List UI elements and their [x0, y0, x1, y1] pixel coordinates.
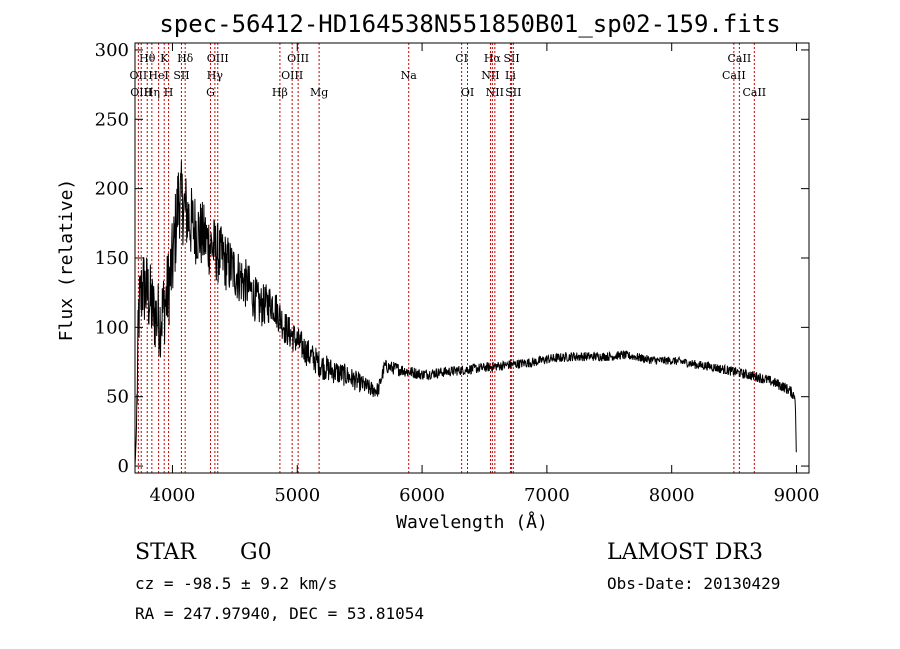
y-axis: 0 50 100 150 200 250 300	[95, 40, 809, 477]
spectral-line-label: OIII	[287, 52, 309, 65]
spectral-line-label: OII	[130, 69, 148, 82]
spectral-line-label: OIII	[130, 86, 152, 99]
spectral-line-label: Na	[401, 69, 418, 82]
y-tick-label: 150	[95, 248, 129, 269]
spectral-line-label: HeI	[148, 69, 168, 82]
y-tick-label: 200	[95, 179, 129, 200]
survey-label: LAMOST DR3	[607, 540, 763, 565]
y-tick-label: 50	[106, 387, 129, 408]
y-tick-label: 250	[95, 109, 129, 130]
spectral-line-label: G	[206, 86, 215, 99]
spectral-line-label: Li	[505, 69, 516, 82]
y-tick-label: 300	[95, 40, 129, 61]
spectral-line-label: Hα	[484, 52, 502, 65]
spectral-line-label: CaII	[722, 69, 746, 82]
y-tick-label: 100	[95, 317, 129, 338]
spectral-line-label: CI	[455, 52, 468, 65]
x-tick-label: 4000	[150, 485, 196, 506]
spectral-line-label: SII	[505, 86, 521, 99]
spectral-line-label: OIII	[207, 52, 229, 65]
spectral-line-label: H	[164, 86, 174, 99]
spectrum-line	[134, 160, 797, 467]
spectral-line-label: Hη	[144, 86, 160, 99]
star-type: STAR	[135, 540, 196, 565]
x-tick-label: 5000	[274, 485, 320, 506]
x-tick-label: 6000	[399, 485, 445, 506]
spectral-line-label: Hδ	[177, 52, 194, 65]
spectral-line-label: NII	[481, 69, 499, 82]
x-axis: 4000 5000 6000 7000 8000 9000	[150, 43, 820, 506]
y-axis-label: Flux (relative)	[56, 179, 77, 342]
spectral-line-label: CaII	[728, 52, 752, 65]
spectral-line-label: Hγ	[207, 69, 224, 82]
x-tick-label: 9000	[774, 485, 820, 506]
spectral-line-label: OI	[461, 86, 474, 99]
x-tick-label: 8000	[649, 485, 695, 506]
spectral-line-label: SII	[173, 69, 189, 82]
spectral-line-label: Mg	[310, 86, 328, 99]
spectral-line-label: NII	[486, 86, 504, 99]
y-tick-label: 0	[118, 456, 129, 477]
chart-title: spec-56412-HD164538N551850B01_sp02-159.f…	[159, 10, 780, 38]
spectral-line-label: OIII	[281, 69, 303, 82]
spectral-line-label: Hβ	[272, 86, 288, 99]
spectral-line-label: K	[160, 52, 169, 65]
spectral-line-label: SII	[503, 52, 519, 65]
obs-date: Obs-Date: 20130429	[607, 574, 781, 593]
spectral-line-label: CaII	[742, 86, 766, 99]
redshift-info: cz = -98.5 ± 9.2 km/s	[135, 574, 338, 593]
plot-frame	[134, 42, 810, 474]
star-subclass: G0	[240, 540, 272, 565]
x-tick-label: 7000	[524, 485, 570, 506]
coordinates: RA = 247.97940, DEC = 53.81054	[135, 604, 424, 623]
x-axis-label: Wavelength (Å)	[396, 511, 548, 533]
